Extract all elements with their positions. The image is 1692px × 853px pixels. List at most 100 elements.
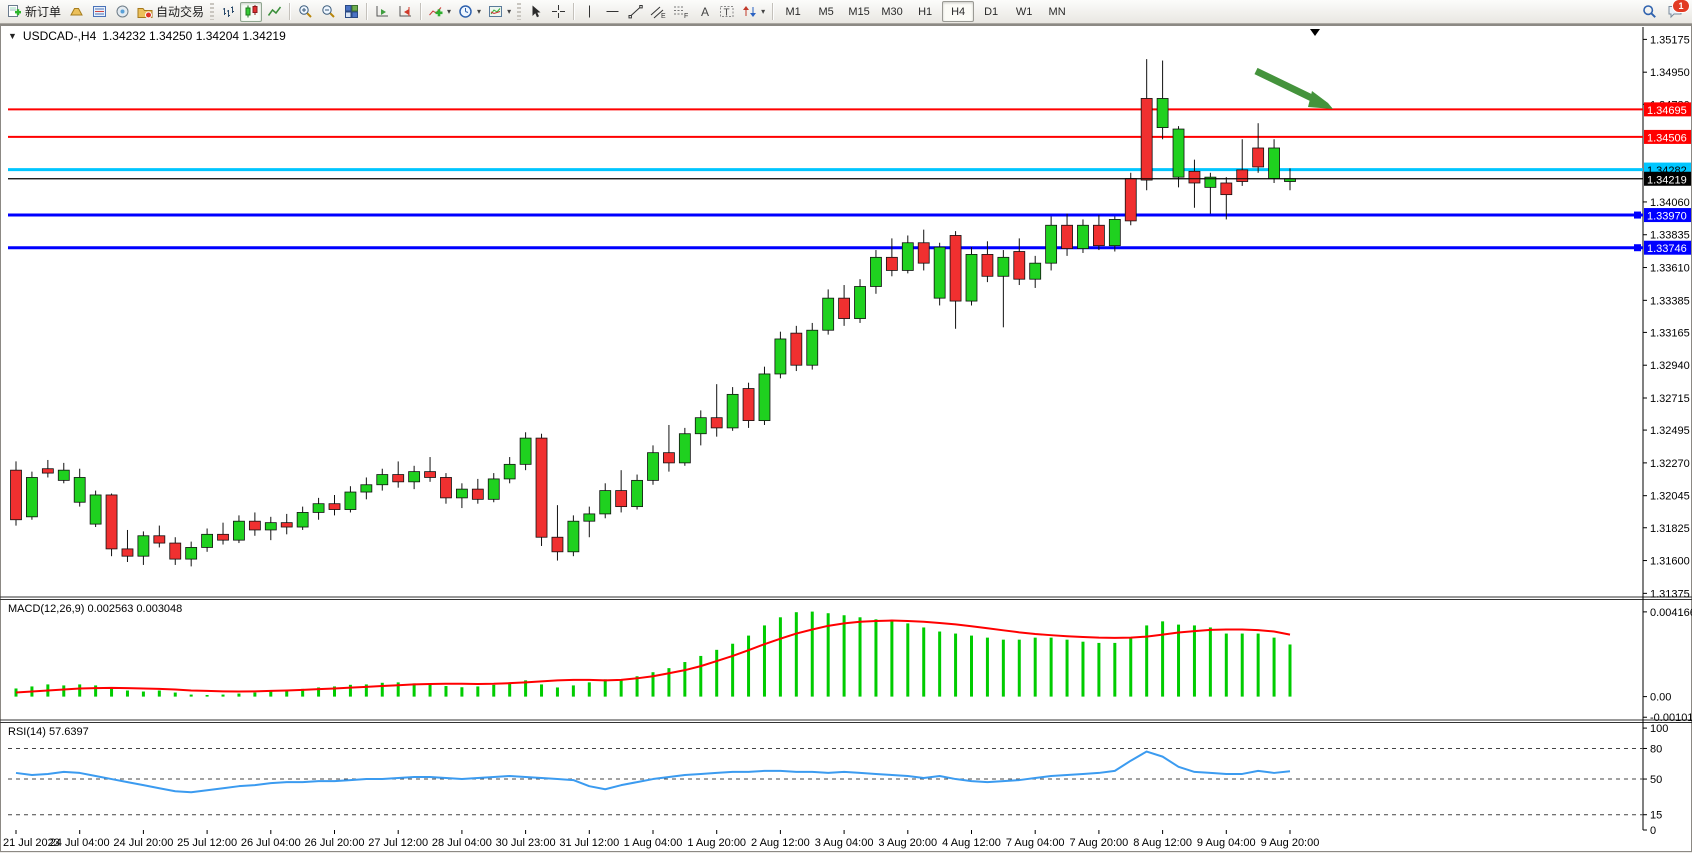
- candle-down: [392, 474, 405, 483]
- candle-down: [663, 452, 675, 464]
- candle-down: [710, 417, 723, 429]
- cursor-button[interactable]: [524, 2, 546, 22]
- new-order-button[interactable]: 新订单: [4, 2, 64, 22]
- crosshair-icon: [551, 4, 566, 19]
- line-handle[interactable]: [1634, 244, 1641, 252]
- candle-up: [965, 254, 978, 302]
- toolbar-separator: [289, 3, 291, 20]
- clock-icon: [458, 4, 473, 19]
- zoom-out-button[interactable]: [317, 2, 339, 22]
- price-tick-label: 1.32715: [1650, 393, 1690, 405]
- macd-bar: [571, 685, 575, 697]
- macd-bar: [938, 631, 942, 697]
- macd-bar: [810, 611, 814, 697]
- timeframe-MN[interactable]: MN: [1048, 5, 1066, 18]
- candle-down: [1061, 224, 1073, 249]
- candle-down: [981, 254, 994, 277]
- text-button[interactable]: A: [693, 2, 715, 22]
- candlestick-chart-button[interactable]: [240, 1, 263, 22]
- macd-bar: [1240, 633, 1244, 697]
- equidistant-channel-button[interactable]: E: [647, 2, 669, 22]
- fibonacci-button[interactable]: F: [670, 2, 692, 22]
- navigator-button[interactable]: [111, 2, 133, 22]
- candle-up: [376, 474, 389, 486]
- zoom-in-button[interactable]: [294, 2, 316, 22]
- price-tick-label: 1.32045: [1650, 491, 1690, 503]
- macd-bar: [683, 662, 687, 697]
- tile-windows-button[interactable]: [340, 2, 362, 22]
- candle-down: [615, 490, 628, 508]
- candle-up: [1108, 219, 1121, 247]
- equidistant-channel-icon: E: [650, 4, 666, 19]
- horizontal-line-button[interactable]: [601, 2, 623, 22]
- crosshair-button[interactable]: [547, 2, 569, 22]
- timeframe-M15[interactable]: M15: [848, 5, 870, 18]
- periods-button[interactable]: ▾: [455, 2, 484, 22]
- text-label-button[interactable]: T: [716, 2, 738, 22]
- candle-up: [519, 437, 532, 465]
- price-chart[interactable]: 1.351751.349501.347301.340601.338351.336…: [0, 25, 1692, 853]
- macd-bar: [970, 635, 973, 697]
- macd-bar: [922, 627, 926, 697]
- candle-down: [440, 477, 452, 499]
- timeframe-M30[interactable]: M30: [881, 5, 903, 18]
- price-line-label-box: [1644, 129, 1691, 144]
- arrows-tool-button[interactable]: ▾: [739, 2, 768, 22]
- date-tick-label: 2 Aug 12:00: [751, 837, 810, 849]
- chart-shift-button[interactable]: [394, 2, 416, 22]
- macd-bar: [1081, 641, 1085, 697]
- line-handle[interactable]: [1634, 211, 1641, 219]
- candle-down: [217, 533, 229, 541]
- macd-tick-label: -0.001014: [1650, 712, 1692, 724]
- auto-trading-button[interactable]: 自动交易: [134, 2, 207, 22]
- timeframe-M5[interactable]: M5: [818, 5, 834, 18]
- macd-bar: [189, 694, 193, 697]
- macd-bar: [603, 679, 607, 697]
- candle-up: [185, 547, 198, 560]
- cursor-icon: [528, 4, 543, 19]
- auto-scroll-button[interactable]: [371, 2, 393, 22]
- macd-histogram: [14, 611, 1292, 697]
- timeframe-M1[interactable]: M1: [785, 5, 801, 18]
- trendline-button[interactable]: [624, 2, 646, 22]
- pane-separators: [0, 596, 1692, 723]
- date-tick-label: 28 Jul 04:00: [432, 837, 492, 849]
- timeframe-H1[interactable]: H1: [918, 5, 933, 18]
- candle-down: [1252, 147, 1265, 168]
- macd-bar: [747, 635, 751, 697]
- new-order-label: 新订单: [25, 5, 62, 19]
- macd-bar: [412, 683, 416, 697]
- main-toolbar: 新订单 自动交易: [0, 0, 1692, 24]
- line-chart-button[interactable]: [263, 2, 285, 22]
- chart-shift-marker[interactable]: [1310, 29, 1320, 36]
- macd-bar: [842, 615, 846, 697]
- bar-chart-button[interactable]: [217, 2, 239, 22]
- chart-shift-icon: [398, 4, 413, 19]
- templates-button[interactable]: ▾: [485, 2, 514, 22]
- timeframe-H4[interactable]: H4: [942, 1, 975, 22]
- price-tick-label: 1.32940: [1650, 360, 1690, 372]
- timeframe-W1[interactable]: W1: [1015, 5, 1033, 18]
- vertical-line-button[interactable]: [578, 2, 600, 22]
- search-button[interactable]: [1638, 2, 1660, 22]
- price-line-label: 1.33746: [1647, 243, 1687, 255]
- chart-profiles-button[interactable]: [65, 2, 87, 22]
- timeframe-D1[interactable]: D1: [984, 5, 999, 18]
- candle-up: [89, 494, 102, 525]
- indicators-button[interactable]: ▾: [425, 2, 454, 22]
- notifications-button[interactable]: 1: [1664, 0, 1690, 22]
- candle-down: [1236, 169, 1249, 182]
- candle-down: [1220, 182, 1233, 196]
- rsi-axis: 100 80 50 15 0: [1643, 723, 1668, 837]
- candle-up: [774, 338, 787, 375]
- macd-bar: [141, 691, 145, 697]
- macd-bar: [173, 692, 177, 697]
- date-tick-label: 26 Jul 20:00: [305, 837, 365, 849]
- macd-bar: [301, 688, 305, 697]
- date-tick-label: 21 Jul 2023: [3, 837, 60, 849]
- macd-bar: [1145, 625, 1149, 697]
- candle-down: [1013, 251, 1026, 280]
- line-chart-icon: [267, 4, 282, 19]
- market-watch-button[interactable]: [88, 2, 110, 22]
- candle-up: [583, 513, 596, 522]
